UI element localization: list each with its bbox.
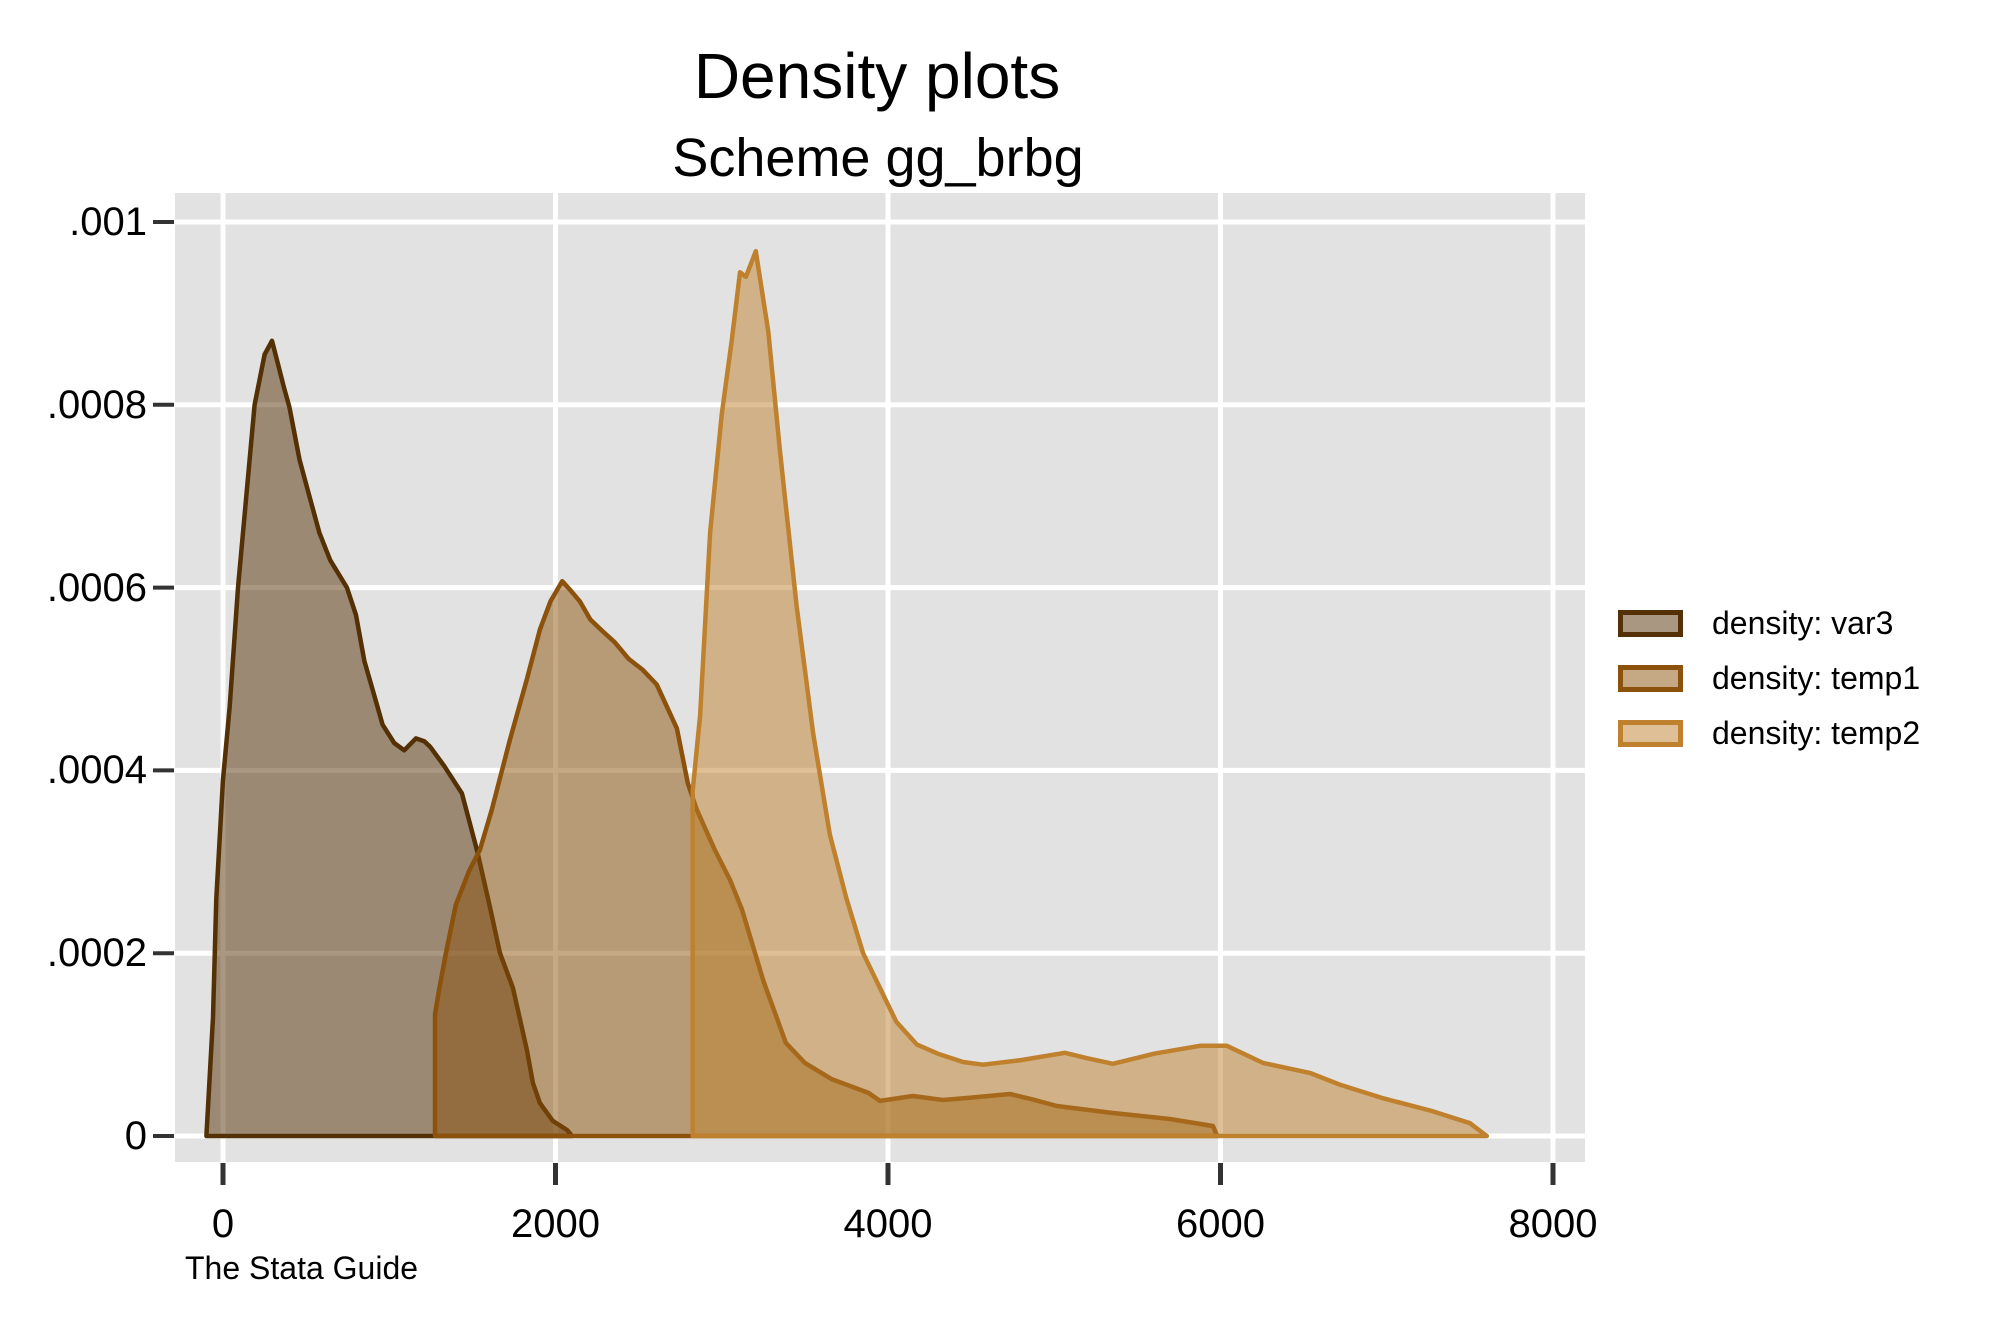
x-axis-label: 0 xyxy=(211,1202,235,1246)
density-areas xyxy=(204,248,1490,1139)
legend-swatch-icon xyxy=(1618,665,1683,692)
y-axis-label: .0002 xyxy=(46,931,147,976)
density-area-temp2 xyxy=(690,248,1490,1139)
x-axis-label: 8000 xyxy=(1508,1202,1598,1246)
legend-swatch-icon xyxy=(1618,720,1683,747)
gridlines xyxy=(175,193,1585,1162)
y-axis-label: .0008 xyxy=(46,382,147,427)
x-axis-label: 4000 xyxy=(843,1202,933,1246)
x-axis-label: 2000 xyxy=(511,1202,600,1246)
y-axis-label: .0006 xyxy=(46,565,147,610)
legend-label: density: var3 xyxy=(1712,605,1894,641)
y-axis-label: .0004 xyxy=(46,748,147,793)
chart-title: Density plots xyxy=(693,40,1061,112)
legend-label: density: temp1 xyxy=(1712,660,1921,696)
chart-subtitle: Scheme gg_brbg xyxy=(672,128,1084,188)
legend-swatch-icon xyxy=(1618,610,1683,637)
legend-label: density: temp2 xyxy=(1712,715,1921,751)
caption: The Stata Guide xyxy=(185,1250,419,1286)
axis-ticks xyxy=(153,220,1556,1185)
x-axis-label: 6000 xyxy=(1176,1202,1265,1246)
y-axis-label: .001 xyxy=(69,200,147,244)
y-axis-label: 0 xyxy=(124,1114,147,1158)
